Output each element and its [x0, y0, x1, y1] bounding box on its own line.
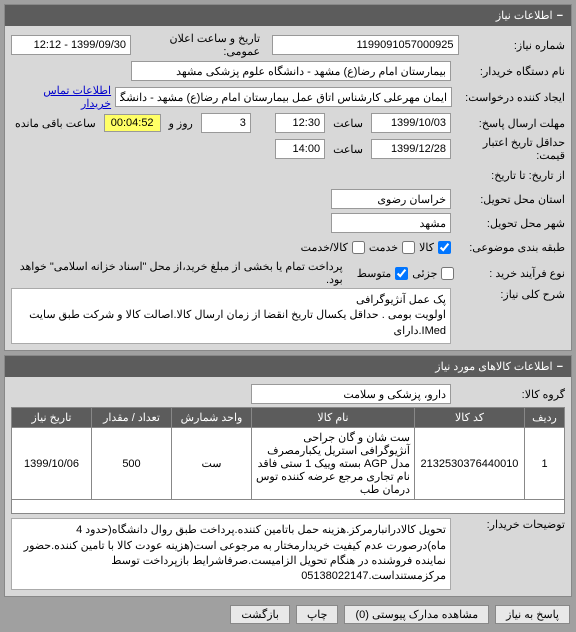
need-no-field[interactable] [272, 35, 458, 55]
col-idx: ردیف [525, 408, 565, 428]
creator-label: ایجاد کننده درخواست: [456, 91, 565, 104]
countdown: 00:04:52 [104, 114, 161, 132]
city-field[interactable] [331, 213, 451, 233]
reply-button[interactable]: پاسخ به نیاز [495, 605, 570, 624]
saat-label-1: ساعت [329, 117, 367, 130]
cat-both-check[interactable] [352, 241, 365, 254]
proc-med-label: متوسط [357, 267, 392, 280]
reply-deadline-label: مهلت ارسال پاسخ: [455, 117, 565, 130]
col-code: کد کالا [415, 408, 525, 428]
group-field[interactable] [251, 384, 451, 404]
cell-qty: 500 [92, 428, 172, 500]
buyer-label: نام دستگاه خریدار: [455, 65, 565, 78]
cat-service-check[interactable] [402, 241, 415, 254]
need-info-panel: − اطلاعات نیاز شماره نیاز: تاریخ و ساعت … [4, 4, 572, 351]
rooz-label: روز و [165, 117, 197, 130]
collapse-icon[interactable]: − [557, 10, 563, 22]
proc-low-check[interactable] [441, 267, 454, 280]
proc-note: پرداخت تمام یا بخشی از مبلغ خرید،از محل … [11, 260, 353, 286]
province-label: استان محل تحویل: [455, 193, 565, 206]
valid-date-field[interactable] [371, 139, 451, 159]
col-name: نام کالا [252, 408, 415, 428]
reply-time-field[interactable] [275, 113, 325, 133]
back-button[interactable]: بازگشت [230, 605, 290, 624]
items-table: ردیف کد کالا نام کالا واحد شمارش تعداد /… [11, 407, 565, 514]
group-label: گروه کالا: [455, 388, 565, 401]
need-info-header: − اطلاعات نیاز [5, 5, 571, 26]
from-to-label: از تاریخ: تا تاریخ: [455, 169, 565, 182]
valid-time-field[interactable] [275, 139, 325, 159]
proc-low-label: جزئی [412, 267, 437, 280]
saat-label-2: ساعت [329, 143, 367, 156]
buyer-notes-box: تحویل کالادرانبارمرکز.هزینه حمل باتامین … [11, 518, 451, 590]
city-label: شهر محل تحویل: [455, 217, 565, 230]
buyer-field[interactable] [131, 61, 451, 81]
cell-code: 2132530376440010 [415, 428, 525, 500]
items-panel: − اطلاعات کالاهای مورد نیاز گروه کالا: ر… [4, 355, 572, 597]
cell-unit: ست [172, 428, 252, 500]
table-row [12, 500, 565, 514]
cat-service-label: خدمت [369, 241, 398, 254]
proc-med-check[interactable] [395, 267, 408, 280]
need-info-body: شماره نیاز: تاریخ و ساعت اعلان عمومی: نا… [5, 26, 571, 350]
attachments-button[interactable]: مشاهده مدارک پیوستی (0) [344, 605, 489, 624]
panel-title: اطلاعات نیاز [496, 9, 553, 22]
cell-idx: 1 [525, 428, 565, 500]
remain-label: ساعت باقی مانده [11, 117, 100, 130]
need-no-label: شماره نیاز: [463, 39, 565, 52]
cat-goods-check[interactable] [438, 241, 451, 254]
contact-link[interactable]: اطلاعات تماس خریدار [11, 84, 111, 110]
valid-label: حداقل تاریخ اعتبار قیمت: [455, 136, 565, 162]
buyer-notes-label: توضیحات خریدار: [455, 518, 565, 531]
days-field[interactable] [201, 113, 251, 133]
creator-field[interactable] [115, 87, 452, 107]
pub-date-field[interactable] [11, 35, 131, 55]
collapse-icon-2[interactable]: − [557, 361, 563, 373]
cat-goods-label: کالا [419, 241, 434, 254]
category-label: طبقه بندی موضوعی: [455, 241, 565, 254]
cell-date: 1399/10/06 [12, 428, 92, 500]
items-title: اطلاعات کالاهای مورد نیاز [435, 360, 552, 373]
table-row[interactable]: 1 2132530376440010 ست شان و گان جراحی آن… [12, 428, 565, 500]
cat-both-label: کالا/خدمت [301, 241, 348, 254]
items-header: − اطلاعات کالاهای مورد نیاز [5, 356, 571, 377]
proc-label: نوع فرآیند خرید : [458, 267, 565, 280]
cell-name: ست شان و گان جراحی آنژیوگرافی استریل یکب… [252, 428, 415, 500]
summary-label: شرح کلی نیاز: [455, 288, 565, 301]
col-unit: واحد شمارش [172, 408, 252, 428]
items-body: گروه کالا: ردیف کد کالا نام کالا واحد شم… [5, 377, 571, 596]
footer: پاسخ به نیاز مشاهده مدارک پیوستی (0) چاپ… [4, 601, 572, 628]
col-date: تاریخ نیاز [12, 408, 92, 428]
reply-date-field[interactable] [371, 113, 451, 133]
table-header-row: ردیف کد کالا نام کالا واحد شمارش تعداد /… [12, 408, 565, 428]
pub-date-label: تاریخ و ساعت اعلان عمومی: [135, 32, 264, 58]
col-qty: تعداد / مقدار [92, 408, 172, 428]
province-field[interactable] [331, 189, 451, 209]
print-button[interactable]: چاپ [296, 605, 339, 624]
summary-box: پک عمل آنژیوگرافی اولویت بومی . حداقل یک… [11, 288, 451, 344]
